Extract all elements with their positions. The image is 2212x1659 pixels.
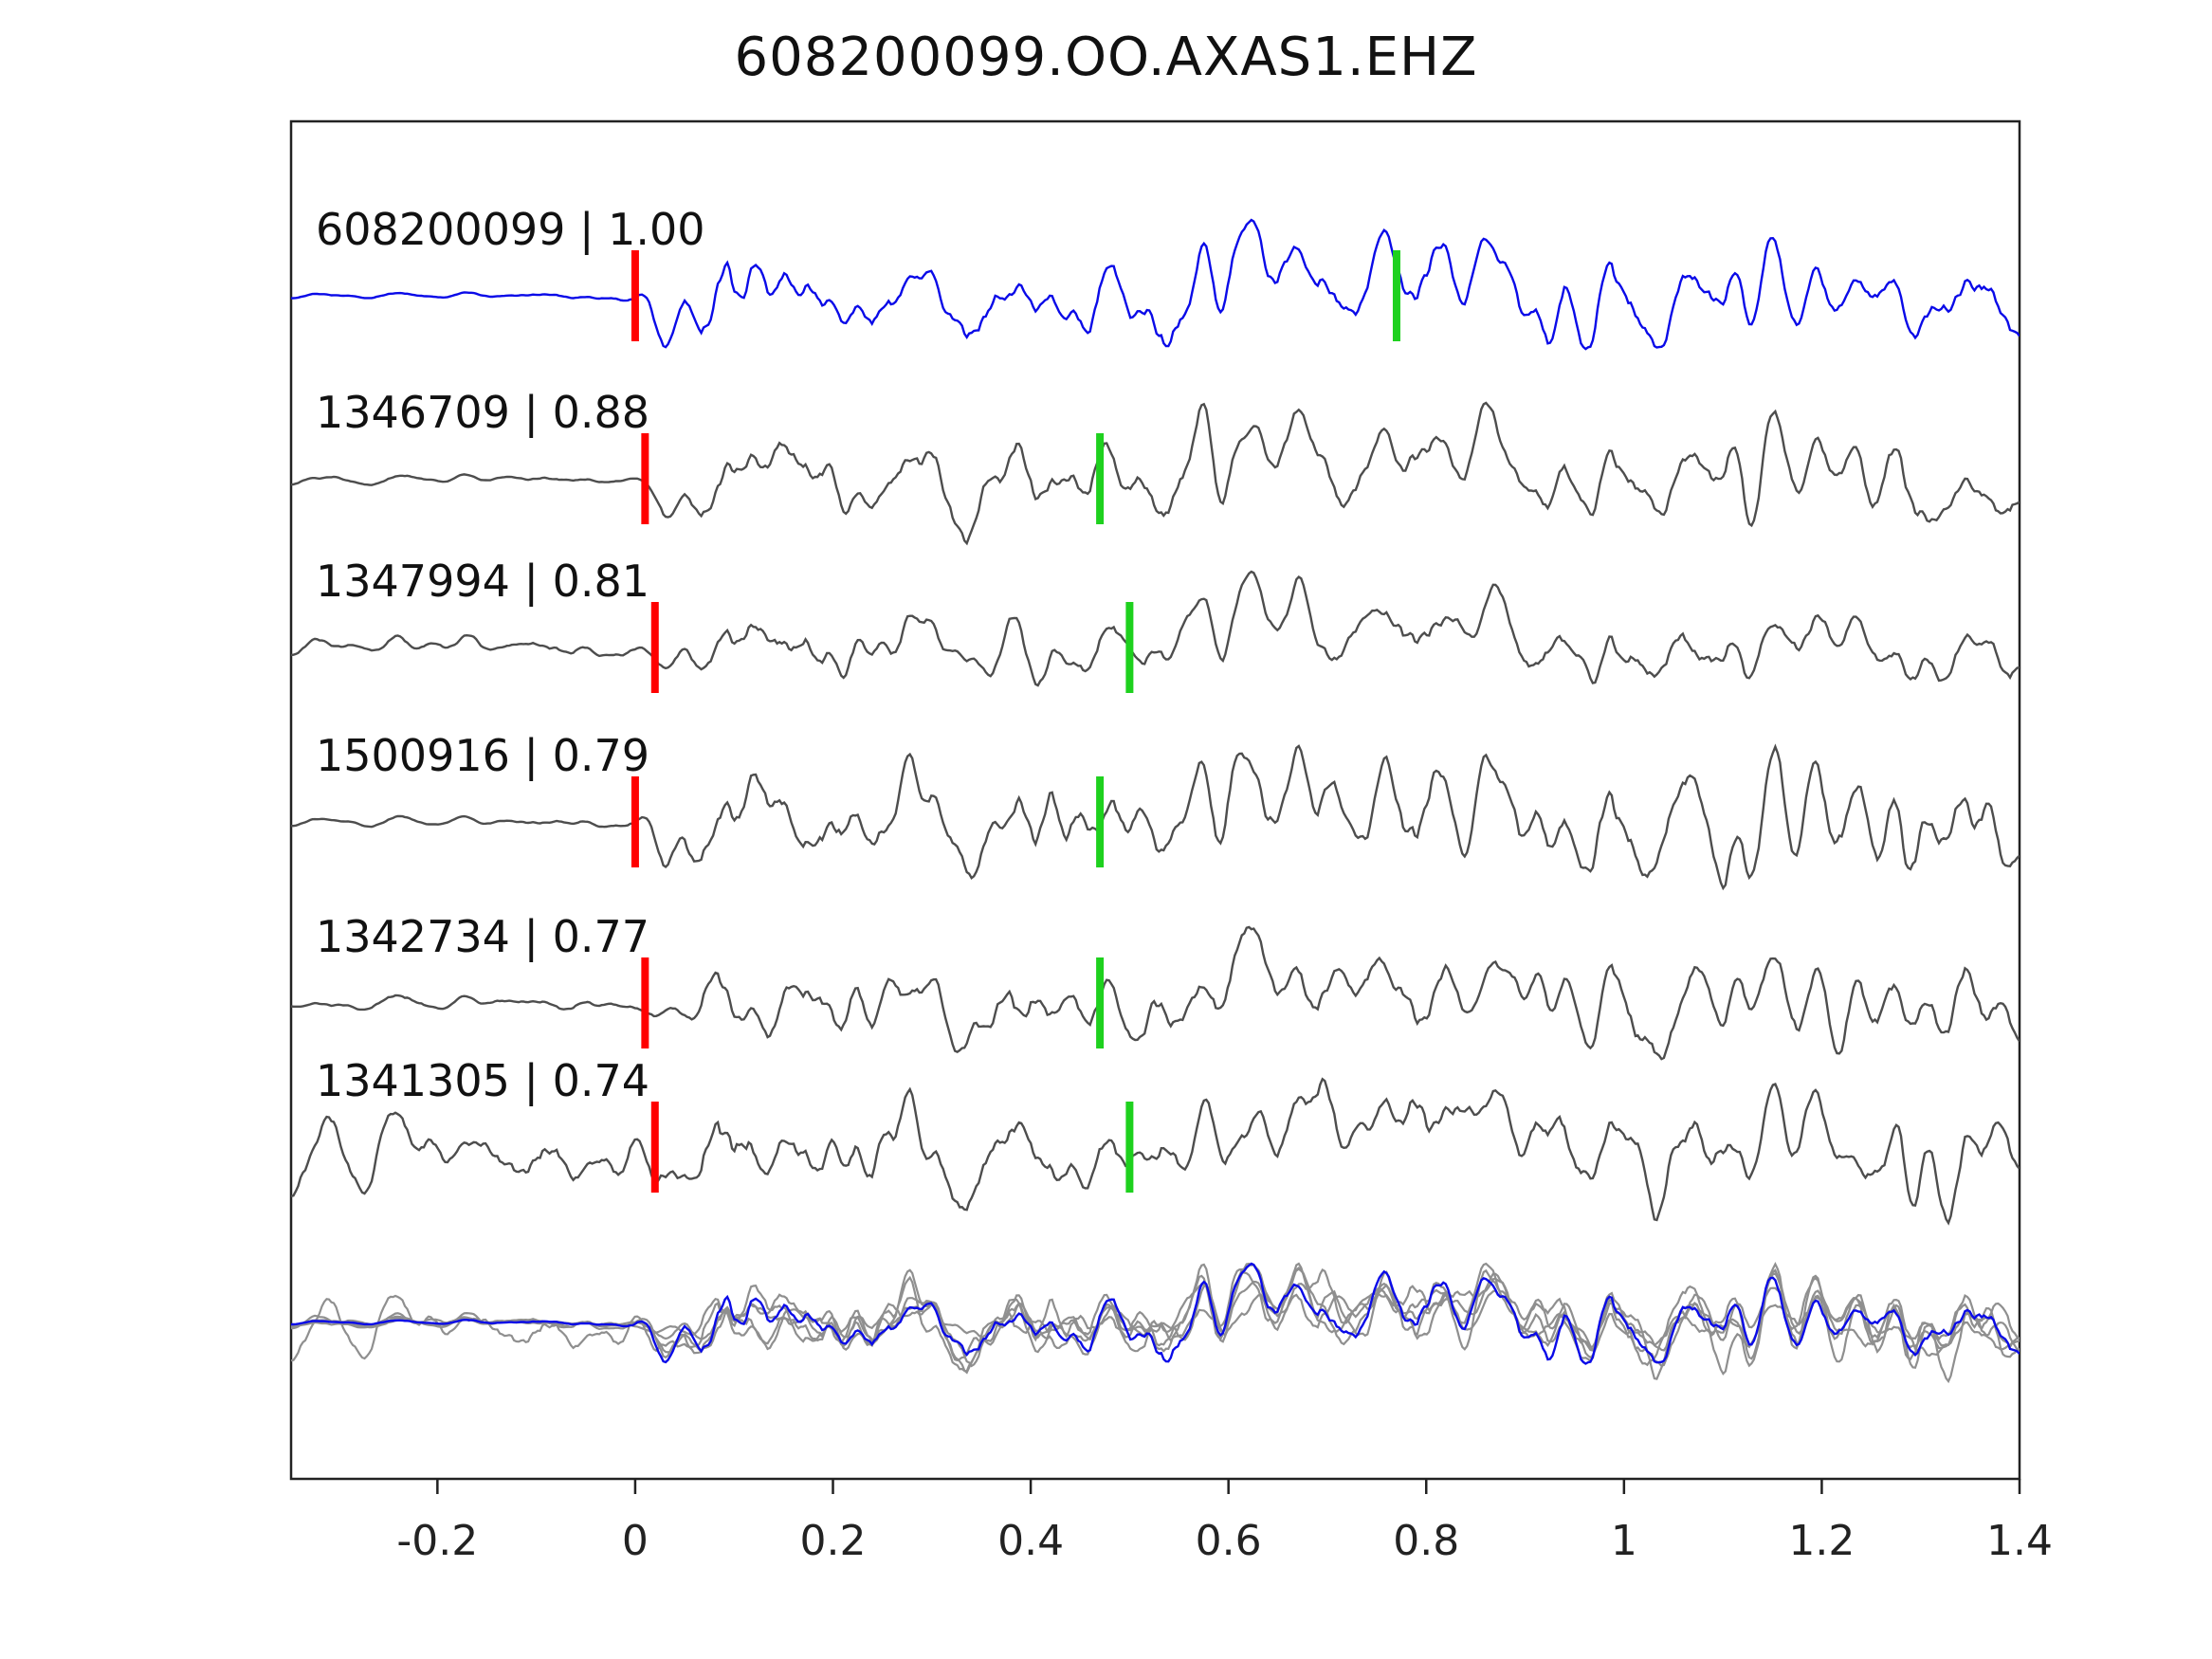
chart-title: 608200099.OO.AXAS1.EHZ [734, 27, 1478, 88]
trace-label-1342734: 1342734 | 0.77 [316, 911, 649, 963]
x-tick-label: 0.4 [997, 1517, 1064, 1565]
x-tick-label: 1.2 [1788, 1517, 1855, 1565]
x-tick-label: 0.6 [1196, 1517, 1262, 1565]
trace-path-608200099 [291, 218, 2020, 351]
x-tick-label: 0 [622, 1517, 649, 1565]
axis-frame [289, 119, 2021, 1481]
x-tick-label: 0.2 [800, 1517, 867, 1565]
x-tick-label: -0.2 [396, 1517, 478, 1565]
x-tick-label: 1.4 [1986, 1517, 2053, 1565]
trace-path-1341305 [291, 1077, 2020, 1226]
trace-path-1342734 [291, 925, 2020, 1061]
trace-label-1346709: 1346709 | 0.88 [316, 387, 649, 439]
trace-label-1500916: 1500916 | 0.79 [316, 730, 649, 782]
trace-label-1347994: 1347994 | 0.81 [316, 556, 649, 608]
x-tick-label: 0.8 [1393, 1517, 1459, 1565]
stack-overlay-trace [291, 1268, 2020, 1384]
trace-label-1341305: 1341305 | 0.74 [316, 1055, 649, 1107]
trace-label-608200099: 608200099 | 1.00 [316, 204, 705, 256]
trace-path-1347994 [291, 570, 2020, 687]
stack-main-trace [291, 1262, 2020, 1365]
x-tick-label: 1 [1611, 1517, 1637, 1565]
trace-path-1346709 [291, 401, 2020, 546]
trace-path-1500916 [291, 743, 2020, 891]
